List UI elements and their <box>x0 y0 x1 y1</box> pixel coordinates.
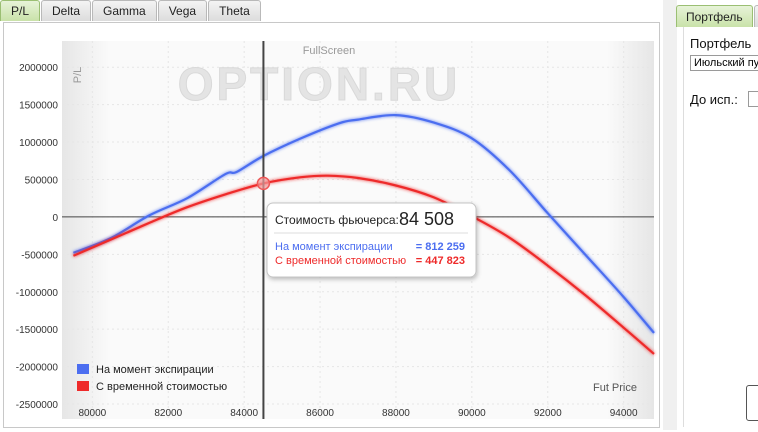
legend-label-expiration: На момент экспирации <box>96 364 214 376</box>
tooltip <box>266 202 477 278</box>
y-tick-7: -1500000 <box>16 325 59 336</box>
tooltip-line1-value: = 812 259 <box>416 241 465 253</box>
series-line-1 <box>72 174 655 355</box>
x-tick-1: 82000 <box>154 408 182 419</box>
panel-separator <box>663 0 677 430</box>
x-tick-0: 80000 <box>78 408 106 419</box>
y-tick-3: 500000 <box>25 175 59 186</box>
tab-delta[interactable]: Delta <box>41 0 92 21</box>
y-tick-0: 2000000 <box>19 63 58 74</box>
tab-pl[interactable]: P/L <box>0 0 41 21</box>
portfolio-panel: Портфель Июльский пу До исп.: <box>683 27 758 427</box>
x-tick-6: 92000 <box>534 408 562 419</box>
tab-gamma[interactable]: Gamma <box>92 0 157 21</box>
fullscreen-button[interactable]: FullScreen <box>303 45 356 57</box>
x-tick-7: 94000 <box>610 408 638 419</box>
tooltip-title: Стоимость фьючерса: <box>275 213 399 227</box>
y-tick-labels: 2000000 1500000 1000000 500000 0 -500000 -1000… <box>16 63 59 411</box>
x-tick-labels: 80000 82000 84000 86000 88000 90000 92000 94000 <box>78 408 638 419</box>
y-tick-1: 1500000 <box>19 101 58 112</box>
portfolio-select[interactable]: Июльский пу <box>690 55 758 71</box>
x-tick-4: 88000 <box>382 408 410 419</box>
y-tick-4: 0 <box>52 213 58 224</box>
y-tick-9: -2500000 <box>16 400 59 411</box>
series-line-0 <box>72 113 655 334</box>
chart-tabs: P/L Delta Gamma Vega Theta <box>0 0 262 22</box>
y-tick-8: -2000000 <box>16 363 59 374</box>
legend-swatch-time-value <box>77 381 89 391</box>
y-tick-5: -500000 <box>21 250 58 261</box>
tab-portfolio[interactable]: Портфель <box>676 5 753 27</box>
y-axis-label: P/L <box>72 67 84 84</box>
legend: На момент экспирации С временной стоимос… <box>77 364 227 393</box>
watermark: OPTION.RU <box>178 58 461 110</box>
series-lines <box>72 113 655 355</box>
tooltip-line2-value: = 447 823 <box>416 255 465 267</box>
x-tick-5: 90000 <box>458 408 486 419</box>
x-axis-label: Fut Price <box>593 382 637 394</box>
portfolio-label: Портфель <box>690 36 752 51</box>
pl-chart[interactable]: OPTION.RU FullScreen P/L 2000000 1500000 1… <box>4 23 659 427</box>
x-tick-2: 84000 <box>230 408 258 419</box>
action-button[interactable] <box>746 385 758 421</box>
x-tick-3: 86000 <box>306 408 334 419</box>
legend-swatch-expiration <box>77 364 89 374</box>
y-tick-2: 1000000 <box>19 138 58 149</box>
crosshair-marker <box>256 176 271 191</box>
tab-theta[interactable]: Theta <box>208 0 261 21</box>
tooltip-box <box>266 202 477 278</box>
legend-label-time-value: С временной стоимостью <box>96 381 227 393</box>
right-tabs: Портфель <box>676 5 758 27</box>
tab-vega[interactable]: Vega <box>157 0 208 21</box>
tooltip-line2-label: С временной стоимостью <box>275 255 406 267</box>
tooltip-price: 84 508 <box>399 209 454 229</box>
expiry-label: До исп.: <box>690 92 738 107</box>
chart-panel: OPTION.RU FullScreen P/L 2000000 1500000 1… <box>3 22 660 428</box>
expiry-input[interactable] <box>748 91 758 107</box>
tooltip-line1-label: На момент экспирации <box>275 241 393 253</box>
y-tick-6: -1000000 <box>16 288 59 299</box>
tab-next[interactable] <box>753 5 758 27</box>
